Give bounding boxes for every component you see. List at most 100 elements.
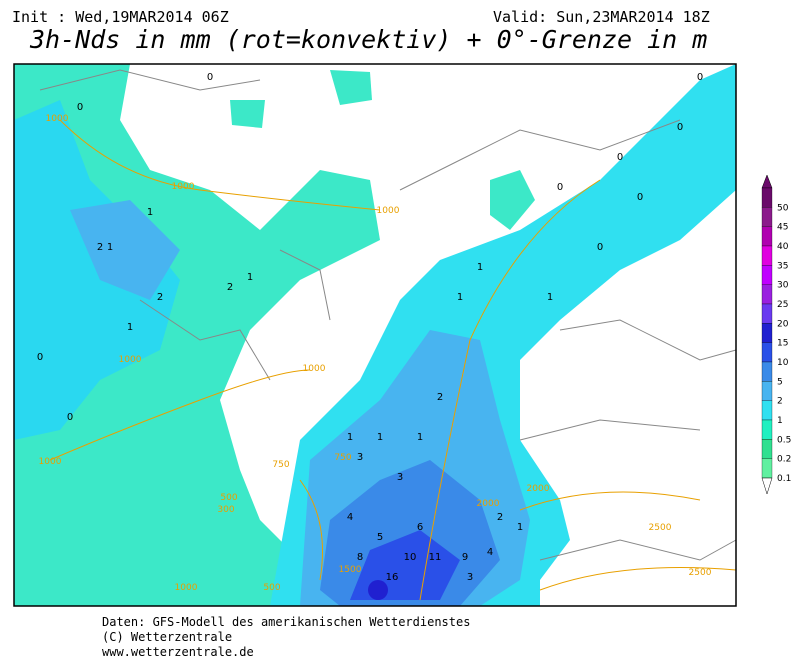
- legend-label: 45: [777, 223, 788, 233]
- map-value: 1: [457, 292, 463, 303]
- map-value: 3: [357, 452, 363, 463]
- precip-area-north: [330, 70, 372, 105]
- map-value: 0: [617, 152, 623, 163]
- legend: 50 45 40 35 30 25 20 15 10 5 2 1 0.5 0.2 0.1: [761, 174, 791, 495]
- legend-label: 30: [777, 281, 789, 291]
- legend-label: 25: [777, 300, 788, 310]
- map-value: 3: [397, 472, 403, 483]
- legend-swatch: [761, 284, 773, 305]
- precip-area-west-heavy: [70, 200, 180, 300]
- map-value: 0: [207, 72, 213, 83]
- legend-swatch: [761, 361, 773, 382]
- map-value: 1: [477, 262, 483, 273]
- map-value: 9: [462, 552, 468, 563]
- precip-area-small: [230, 100, 265, 128]
- contour-label: 750: [272, 460, 289, 470]
- map-value: 0: [67, 412, 73, 423]
- contour-label: 1000: [303, 364, 326, 374]
- map-value: 3: [467, 572, 473, 583]
- contour-label: 750: [334, 453, 351, 463]
- legend-label: 10: [777, 358, 789, 368]
- contour-label: 500: [220, 493, 237, 503]
- map-value: 1: [147, 207, 153, 218]
- legend-top-arrow: [761, 174, 773, 189]
- legend-swatch: [761, 419, 773, 440]
- freezing-level-contours: [49, 119, 737, 601]
- contour-label: 1000: [39, 457, 62, 467]
- map-value: 0: [77, 102, 83, 113]
- contour-label: 1000: [175, 583, 198, 593]
- map-value: 0: [697, 72, 703, 83]
- map-value: 1: [517, 522, 523, 533]
- map-value: 1: [347, 432, 353, 443]
- legend-swatch: [761, 458, 773, 479]
- contour-labels: 1000100010001000100010007507505003001000…: [39, 114, 712, 593]
- map-value: 2: [227, 282, 233, 293]
- legend-swatch: [761, 342, 773, 363]
- map-value: 1: [417, 432, 423, 443]
- map-value: 8: [357, 552, 363, 563]
- legend-swatch: [761, 207, 773, 227]
- legend-label: 15: [777, 339, 788, 349]
- map-title: 3h-Nds in mm (rot=konvektiv) + 0°-Grenze…: [29, 25, 707, 54]
- map-value: 16: [386, 572, 399, 583]
- legend-label: 5: [777, 377, 783, 387]
- map-value: 2: [97, 242, 103, 253]
- map-value: 0: [557, 182, 563, 193]
- legend-label: 50: [777, 203, 789, 213]
- map-value: 11: [429, 552, 442, 563]
- contour-label: 1000: [377, 206, 400, 216]
- legend-swatch: [761, 439, 773, 459]
- legend-swatch: [761, 381, 773, 401]
- contour-label: 2500: [689, 568, 712, 578]
- map-value: 2: [437, 392, 443, 403]
- legend-label: 0.2: [777, 455, 791, 465]
- map-value: 1: [377, 432, 383, 443]
- contour-label: 1000: [119, 355, 142, 365]
- map-value: 1: [547, 292, 553, 303]
- legend-swatch: [761, 400, 773, 421]
- coastlines: [39, 69, 737, 561]
- legend-bottom-arrow: [761, 477, 773, 495]
- map-value: 4: [487, 547, 493, 558]
- map-value: 0: [37, 352, 43, 363]
- footer-copyright: (C) Wetterzentrale: [102, 630, 232, 644]
- contour-label: 500: [263, 583, 280, 593]
- map-value: 4: [347, 512, 353, 523]
- contour-label: 1500: [339, 565, 362, 575]
- map-value: 10: [404, 552, 417, 563]
- contour-label: 2000: [527, 484, 550, 494]
- map-value: 2: [497, 512, 503, 523]
- precip-area-island: [490, 170, 535, 230]
- map: [13, 63, 737, 607]
- legend-label: 40: [777, 242, 789, 252]
- contour-label: 300: [217, 505, 234, 515]
- map-value: 6: [417, 522, 423, 533]
- legend-swatch: [761, 245, 773, 266]
- footer-url: www.wetterzentrale.de: [102, 645, 254, 659]
- legend-label: 0.5: [777, 435, 791, 445]
- legend-swatch: [761, 226, 773, 247]
- valid-time: Valid: Sun,23MAR2014 18Z: [493, 8, 710, 26]
- legend-swatch: [761, 303, 773, 324]
- footer-source: Daten: GFS-Modell des amerikanischen Wet…: [102, 615, 470, 629]
- legend-swatch: [761, 323, 773, 343]
- map-value: 0: [677, 122, 683, 133]
- legend-label: 0.1: [777, 474, 791, 484]
- map-value: 0: [637, 192, 643, 203]
- map-value: 2: [157, 292, 163, 303]
- map-frame: [13, 63, 737, 607]
- init-time: Init : Wed,19MAR2014 06Z: [12, 8, 229, 26]
- contour-label: 1000: [46, 114, 69, 124]
- legend-label: 20: [777, 319, 789, 329]
- legend-label: 2: [777, 397, 783, 407]
- legend-label: 35: [777, 261, 788, 271]
- map-value: 1: [107, 242, 113, 253]
- contour-label: 1000: [172, 182, 195, 192]
- map-value: 0: [597, 242, 603, 253]
- map-value: 1: [127, 322, 133, 333]
- legend-swatch: [761, 187, 773, 208]
- map-value: 1: [247, 272, 253, 283]
